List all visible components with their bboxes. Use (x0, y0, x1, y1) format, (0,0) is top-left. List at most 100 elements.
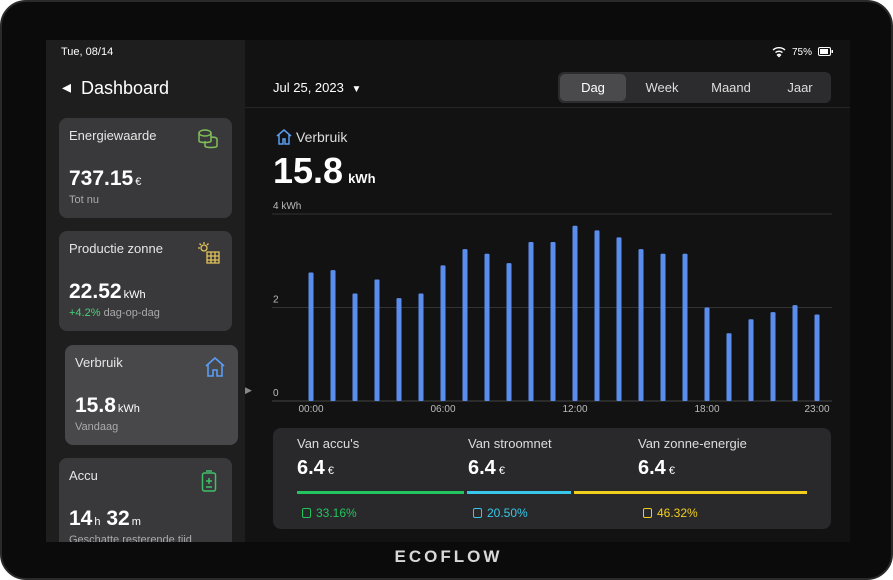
source-label: Van zonne-energie (638, 436, 747, 451)
bar (572, 225, 578, 401)
card-value: 22.52 (69, 280, 122, 303)
battery-level: 75% (792, 47, 813, 58)
source: Van stroomnet 6.4 € (468, 436, 552, 480)
share-value: 33.16% (316, 506, 357, 520)
battery-icon (201, 470, 217, 492)
period-tab[interactable]: Week (645, 80, 679, 95)
x-tick-label: 12:00 (562, 404, 587, 415)
source-value: 6.4 (468, 457, 496, 479)
coins-icon (198, 129, 218, 149)
card-note: Vandaag (75, 421, 119, 433)
sidebar-title: Dashboard (81, 78, 170, 98)
bar (484, 253, 490, 401)
source-share: 46.32% (643, 506, 698, 520)
minutes: 32 (106, 507, 130, 530)
bar (682, 253, 688, 401)
back-arrow[interactable]: ◂ (62, 77, 72, 97)
divider (245, 107, 850, 108)
period-tab[interactable]: Maand (711, 80, 751, 95)
bar (814, 314, 820, 401)
card-consumption[interactable]: Verbruik 15.8 kWh Vandaag (65, 345, 238, 445)
bar (440, 265, 446, 401)
source-value-line: 6.4 € (297, 457, 359, 480)
period-tab[interactable]: Dag (560, 74, 626, 101)
status-date: Tue, 08/14 (61, 46, 114, 58)
bar (418, 293, 424, 401)
bar (396, 298, 402, 401)
source-value: 6.4 (297, 457, 325, 479)
bar (374, 279, 380, 401)
bar (726, 333, 732, 401)
y-tick-label: 2 (273, 295, 279, 306)
bar (770, 312, 776, 401)
source-panel: Van accu's 6.4 €33.16% Van stroomnet 6.4 €20.… (273, 428, 831, 529)
card-change: +4.2% (69, 307, 101, 319)
bar (616, 237, 622, 401)
card-note: dag-op-dag (103, 307, 160, 319)
share-segment (467, 491, 571, 494)
bar (506, 263, 512, 401)
source-share: 33.16% (302, 506, 357, 520)
card-unit: kWh (123, 289, 146, 301)
bar (330, 270, 336, 401)
bar (594, 230, 600, 401)
card-solar[interactable]: Productie zonne 22.52 kWh +4.2% dag-op-da… (59, 231, 232, 331)
source-unit: € (668, 465, 675, 477)
chart: 0 2 4 kWh 00:00 06:00 12:00 18:00 23:00 (272, 201, 832, 415)
period-tabs: Dag Week Maand Jaar (558, 72, 831, 103)
source-unit: € (327, 465, 334, 477)
home-icon (205, 356, 225, 377)
bar (748, 319, 754, 401)
share-segment (297, 491, 465, 494)
share-icon (302, 508, 311, 518)
collapse-arrow[interactable]: ▶ (245, 385, 252, 395)
card-note: Geschatte resterende tijd (69, 534, 192, 542)
share-value: 46.32% (657, 506, 698, 520)
card-energy-value[interactable]: Energiewaarde 737.15 € Tot nu (59, 118, 232, 218)
hours: 14 (69, 507, 93, 530)
source-label: Van stroomnet (468, 436, 552, 451)
source: Van zonne-energie 6.4 € (638, 436, 747, 480)
card-battery[interactable]: Accu 14 h 32 m Geschatte resterende tijd (59, 458, 232, 542)
card-title: Energiewaarde (69, 128, 157, 143)
date-picker[interactable]: Jul 25, 2023 ▼ (273, 80, 362, 95)
card-unit: € (135, 176, 142, 188)
sidebar: Tue, 08/14 ◂ Dashboard Energiewaarde 737… (46, 40, 245, 542)
source: Van accu's 6.4 € (297, 436, 359, 480)
battery-status-icon (818, 47, 833, 56)
x-tick-label: 23:00 (804, 404, 829, 415)
bar (352, 293, 358, 401)
card-unit: kWh (117, 403, 140, 415)
card-note: Tot nu (69, 194, 99, 206)
bar (308, 272, 314, 401)
share-value: 20.50% (487, 506, 528, 520)
minutes-unit: m (131, 516, 141, 528)
source-share: 20.50% (473, 506, 528, 520)
screen: Tue, 08/14 ◂ Dashboard Energiewaarde 737… (46, 40, 850, 542)
source-value-line: 6.4 € (638, 457, 747, 480)
bar (792, 305, 798, 401)
source-unit: € (498, 465, 505, 477)
card-value: 737.15 (69, 167, 134, 190)
date: Jul 25, 2023 (273, 80, 344, 95)
hours-unit: h (94, 516, 101, 528)
period-tab[interactable]: Jaar (787, 80, 813, 95)
source-value: 6.4 (638, 457, 666, 479)
card-title: Verbruik (75, 355, 123, 370)
bar (660, 253, 666, 401)
y-tick-label: 0 (273, 388, 279, 399)
y-tick-label: 4 kWh (273, 201, 301, 212)
bar (704, 307, 710, 401)
share-segment (573, 491, 807, 494)
card-title: Accu (69, 468, 98, 483)
summary-value: 15.8 (273, 150, 344, 191)
bar (638, 249, 644, 401)
solar-icon (198, 242, 220, 264)
x-tick-label: 00:00 (298, 404, 323, 415)
wifi-icon (772, 47, 786, 58)
source-label: Van accu's (297, 436, 360, 451)
summary-value-line: 15.8 kWh (273, 150, 376, 192)
x-tick-label: 18:00 (694, 404, 719, 415)
share-bar (297, 491, 807, 494)
